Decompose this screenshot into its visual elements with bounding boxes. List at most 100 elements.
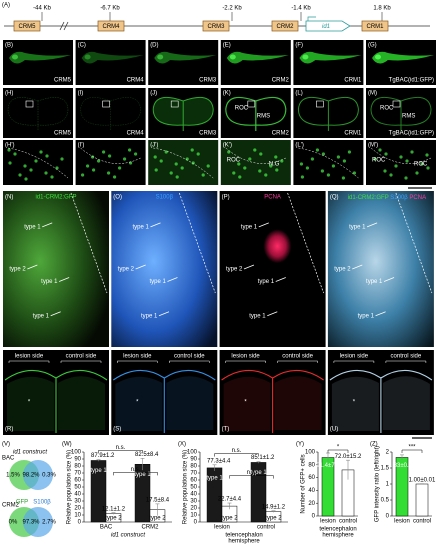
cell-dot (426, 166, 430, 170)
cell-dot (347, 150, 351, 154)
panel-label: (E) (223, 43, 231, 49)
venn-percent: 98.2% (22, 473, 40, 479)
y-tick-label: 0 (386, 514, 390, 520)
significance-bracket (229, 475, 274, 479)
crm-label: CRM3 (207, 24, 225, 30)
x-tick-label: CRM2 (141, 525, 159, 531)
cell-dot (248, 157, 252, 161)
ventricle-edge (395, 192, 433, 294)
bar-name: type 1 (250, 470, 267, 476)
side-label: control side (174, 354, 205, 360)
y-axis-label: GFP intensity ratio (left/right) (375, 446, 381, 522)
panel-label: (B) (5, 43, 13, 49)
side-bracket (385, 360, 427, 363)
cell-arrow (275, 277, 286, 282)
side-bracket (8, 360, 50, 363)
cell-dot (373, 157, 377, 161)
cell-dot (102, 150, 106, 154)
cell-label: type 1 (366, 279, 383, 285)
value-label: 1.00±0.01 (409, 477, 436, 483)
image-panel (3, 191, 109, 347)
crm-label: CRM4 (102, 24, 120, 30)
y-tick-label: 100 (187, 450, 198, 456)
panel-label: (J) (150, 91, 157, 97)
panel-label: (H) (5, 91, 13, 97)
ventricle-edge (70, 192, 108, 294)
cell-dot (410, 150, 414, 154)
y-tick-label: 10 (74, 513, 81, 519)
panel-label: (Y) (296, 442, 304, 448)
panel-name: CRM2 (272, 131, 290, 137)
cell-arrow (167, 277, 178, 282)
panel-label: (H') (5, 143, 14, 149)
panel-name: CRM4 (127, 78, 145, 84)
cell-dot (175, 175, 179, 179)
crm-box (97, 20, 125, 32)
cell-dot (336, 155, 340, 159)
panel-label: (V) (2, 442, 10, 448)
x-tick-label: lesion (320, 519, 336, 525)
cell-dot (227, 150, 231, 154)
value-label: 85.1±1.2 (251, 455, 275, 461)
panel-label: (M') (368, 143, 378, 149)
image-panel (111, 191, 218, 347)
larva-shape (372, 51, 434, 64)
significance-label: n.s. (247, 470, 257, 476)
crm-box (202, 20, 230, 32)
y-tick-label: 80 (308, 462, 315, 468)
cell-dot (196, 152, 200, 156)
side-bracket (225, 360, 266, 363)
larva-shape (154, 51, 217, 64)
cell-dot (315, 148, 319, 152)
cell-dot (383, 169, 387, 173)
panel-label: (R) (5, 427, 13, 433)
section-outline (297, 96, 359, 131)
lesion-marker: * (353, 400, 356, 406)
y-tick-label: 80 (74, 464, 81, 470)
panel-label: (J') (150, 143, 158, 149)
cell-dot (60, 157, 64, 161)
section-outline (7, 97, 69, 131)
ventricle-line (153, 147, 214, 179)
cell-arrow (150, 222, 161, 228)
section-outline (152, 96, 214, 131)
panel-title: S100β (156, 195, 174, 201)
value-label: 72.0±15.2 (335, 454, 362, 460)
x-axis-label: telencephalon (319, 527, 356, 533)
cell-dot (237, 162, 241, 166)
bar (415, 483, 429, 517)
gene-label: id1 (322, 24, 330, 30)
y-tick-label: 30 (74, 499, 81, 505)
cell-arrow (27, 264, 38, 270)
cell-dot (389, 173, 393, 177)
y-tick-label: 20 (190, 506, 197, 512)
section-outline (225, 96, 287, 131)
panel-name: TgBAC(id1:GFP) (389, 131, 434, 137)
cell-dot (321, 152, 325, 156)
cell-dot (134, 152, 138, 156)
cell-arrow (258, 222, 269, 228)
cell-arrow (366, 222, 378, 228)
cell-label: type 1 (141, 313, 158, 319)
panel-label: (S) (113, 427, 121, 433)
cell-label: type 2 (118, 267, 135, 273)
y-tick-label: 50 (74, 485, 81, 491)
panel-label: (I') (78, 143, 85, 149)
value-label: 22.7±4.4 (218, 497, 242, 503)
y-tick-label: 40 (308, 488, 315, 494)
hemisphere-outline (221, 369, 324, 433)
cell-dot (299, 162, 303, 166)
hemisphere-outline (4, 369, 108, 433)
cell-dot (420, 162, 424, 166)
y-axis-label: Number of GFP+ cells (301, 454, 307, 513)
x-tick-label: lesion (214, 525, 230, 531)
side-label: lesion side (15, 354, 44, 360)
cell-dot (415, 171, 419, 175)
cell-dot (44, 171, 48, 175)
cell-arrow (42, 222, 53, 228)
cell-dot (153, 155, 157, 159)
value-label: 87.9±1.2 (91, 453, 115, 459)
side-label: lesion side (123, 354, 152, 360)
y-axis-label: Relative population size (%) (67, 450, 73, 524)
cell-dot (108, 154, 112, 158)
